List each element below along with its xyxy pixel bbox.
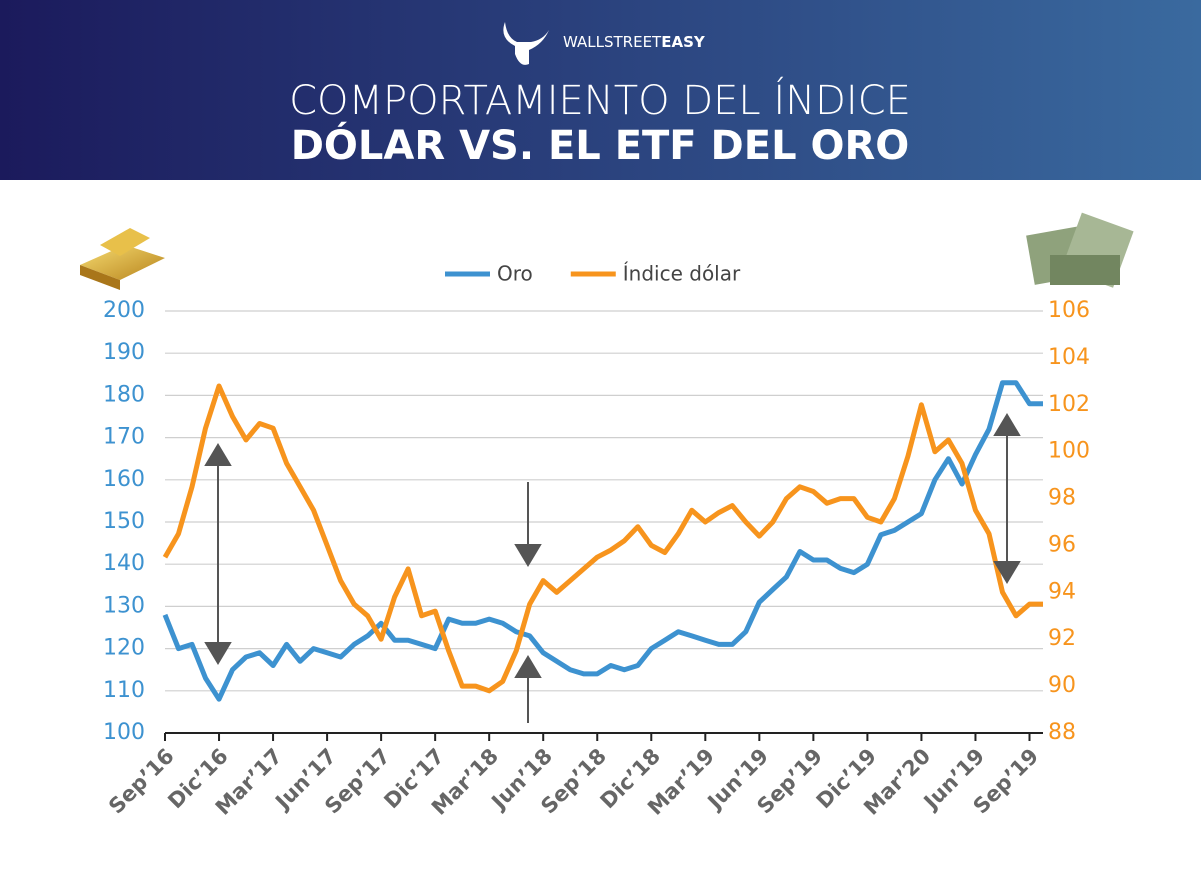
y-tick-label: 180 — [103, 382, 145, 407]
y-tick-label: 140 — [103, 551, 145, 576]
y2-tick-label: 90 — [1048, 673, 1076, 698]
y2-tick-label: 100 — [1048, 439, 1090, 464]
line-series — [162, 380, 1043, 702]
annotation-arrows — [204, 413, 1021, 723]
y-tick-label: 110 — [103, 678, 145, 703]
y-tick-label: 170 — [103, 425, 145, 450]
gold-icon — [80, 228, 165, 290]
y-tick-label: 160 — [103, 467, 145, 492]
y-tick-label: 190 — [103, 340, 145, 365]
y2-tick-label: 104 — [1048, 345, 1090, 370]
y2-tick-label: 88 — [1048, 720, 1076, 745]
line-series — [162, 383, 1043, 694]
logo-icon — [503, 22, 549, 65]
brand: WALLSTREETEASY — [563, 33, 706, 51]
money-icon — [1026, 212, 1134, 288]
y2-tick-label: 106 — [1048, 298, 1090, 323]
y2-tick-label: 98 — [1048, 486, 1076, 511]
y-tick-label: 120 — [103, 636, 145, 661]
y2-tick-label: 96 — [1048, 532, 1076, 557]
legend-label: Índice dólar — [623, 262, 741, 286]
y2-tick-label: 92 — [1048, 626, 1076, 651]
header — [0, 0, 1201, 180]
title-line1: COMPORTAMIENTO DEL ÍNDICE — [289, 76, 911, 124]
y-tick-label: 130 — [103, 593, 145, 618]
y2-tick-label: 94 — [1048, 579, 1076, 604]
title-line2: DÓLAR VS. EL ETF DEL ORO — [291, 121, 910, 169]
y-tick-label: 200 — [103, 298, 145, 323]
legend-label: Oro — [497, 262, 533, 286]
y-tick-label: 100 — [103, 720, 145, 745]
y2-tick-label: 102 — [1048, 392, 1090, 417]
y-tick-label: 150 — [103, 509, 145, 534]
